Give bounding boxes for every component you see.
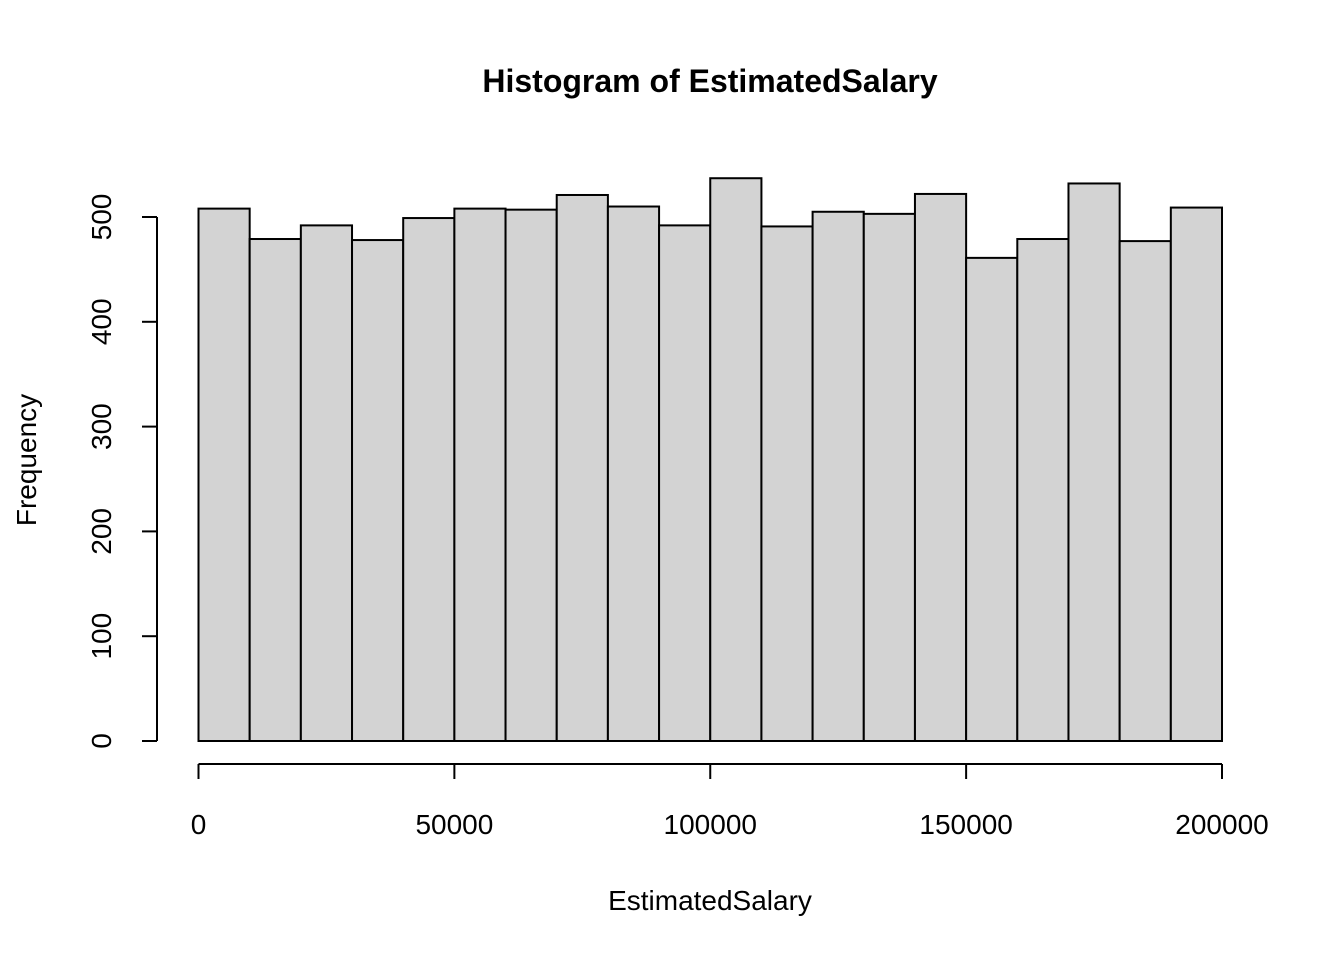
x-ticks: 0 50000 100000 150000 200000 (191, 764, 1269, 840)
histogram-bar-1 (197, 207, 251, 742)
histogram-bar-5 (402, 217, 456, 743)
y-tick-label: 500 (86, 194, 117, 241)
histogram-bar-17 (1016, 238, 1070, 742)
x-axis-title: EstimatedSalary (608, 885, 812, 916)
x-tick-label: 0 (191, 809, 207, 840)
histogram-bar-4 (351, 239, 405, 742)
y-tick-label: 0 (86, 733, 117, 749)
histogram-bar-6 (453, 207, 507, 742)
histogram-bar-19 (1118, 240, 1172, 742)
histogram-bar-8 (555, 193, 609, 742)
histogram-bar-16 (965, 256, 1019, 742)
histogram-bar-15 (913, 192, 968, 743)
histogram-bar-20 (1169, 206, 1223, 742)
y-ticks: 0 100 200 300 400 500 (86, 194, 157, 749)
x-tick-label: 100000 (664, 809, 757, 840)
bars-layer (197, 177, 1223, 743)
histogram-bar-2 (248, 238, 302, 742)
y-axis: 0 100 200 300 400 500 (86, 194, 158, 749)
histogram-bar-12 (760, 225, 814, 742)
histogram-bar-3 (299, 224, 354, 743)
y-tick-label: 300 (86, 403, 117, 450)
x-tick-label: 50000 (415, 809, 493, 840)
chart-title: Histogram of EstimatedSalary (482, 63, 937, 99)
y-tick-label: 200 (86, 508, 117, 555)
histogram-bar-11 (709, 177, 763, 742)
histogram-bar-10 (658, 224, 712, 743)
histogram-bar-13 (811, 210, 865, 742)
histogram-bar-9 (606, 205, 661, 742)
histogram-bar-18 (1067, 182, 1121, 743)
histogram-bar-14 (862, 212, 916, 742)
y-axis-title: Frequency (11, 394, 42, 526)
y-tick-label: 100 (86, 613, 117, 660)
y-tick-label: 400 (86, 298, 117, 345)
x-axis: 0 50000 100000 150000 200000 (191, 763, 1269, 840)
histogram-bar-7 (504, 208, 558, 742)
x-tick-label: 200000 (1175, 809, 1268, 840)
x-tick-label: 150000 (919, 809, 1012, 840)
